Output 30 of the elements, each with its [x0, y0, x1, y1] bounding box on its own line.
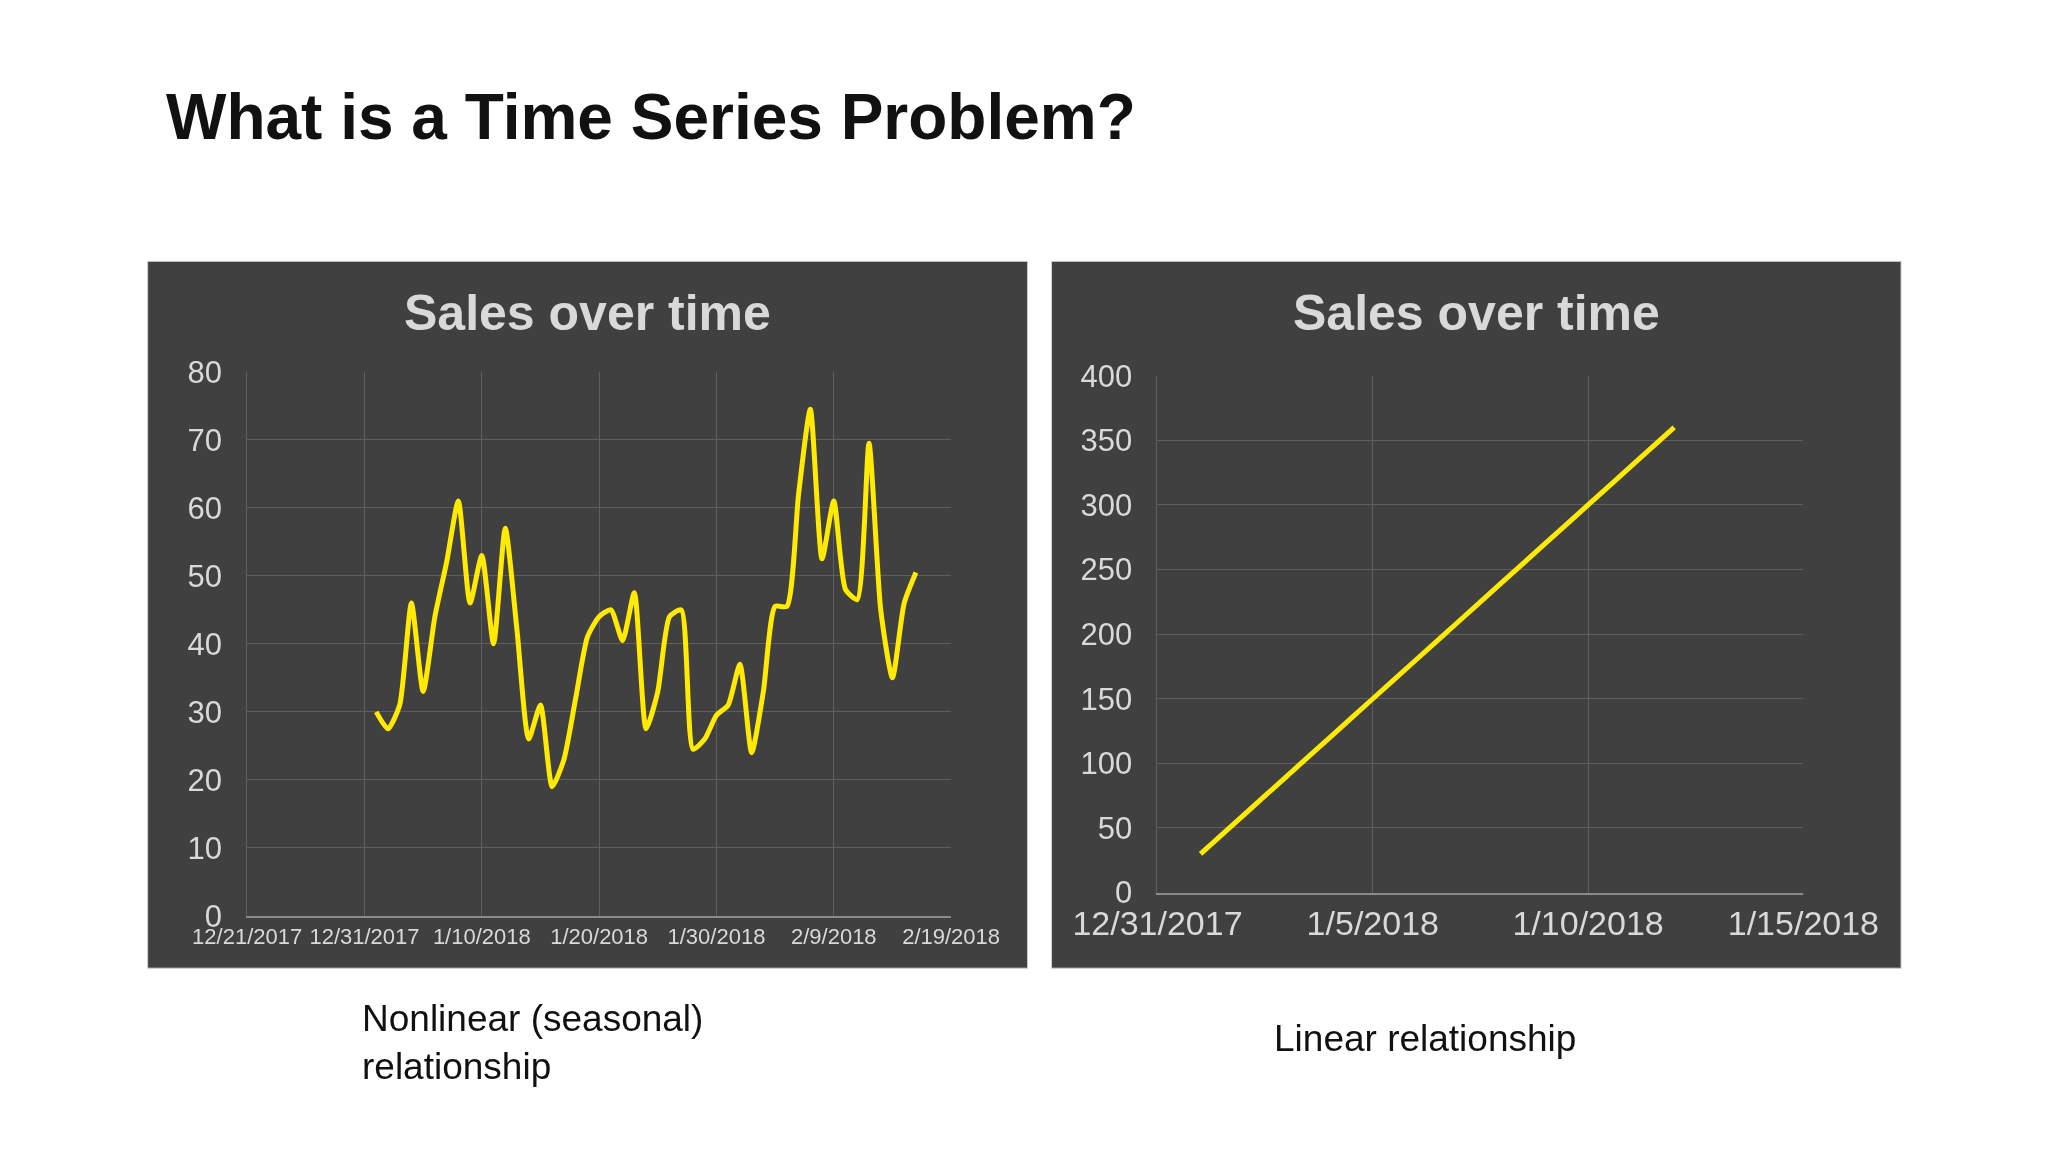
y-tick-label: 300 [1080, 487, 1133, 523]
y-tick-label: 350 [1080, 423, 1133, 459]
y-tick-label: 200 [1080, 617, 1133, 653]
y-tick-label: 30 [187, 694, 222, 730]
x-tick-label: 1/20/2018 [550, 924, 649, 950]
y-tick-label: 100 [1080, 746, 1133, 782]
x-tick-label: 1/30/2018 [667, 924, 766, 950]
y-tick-label: 10 [187, 830, 222, 866]
y-tick-label: 50 [1097, 810, 1133, 846]
chart-title: Sales over time [404, 285, 771, 341]
y-tick-label: 400 [1080, 358, 1133, 394]
text: Nonlinear (seasonal) relationship [362, 998, 704, 1088]
y-tick-label: 20 [187, 762, 222, 798]
x-tick-label: 12/31/2017 [309, 924, 420, 950]
y-tick-label: 50 [187, 558, 222, 594]
y-tick-label: 250 [1080, 552, 1133, 588]
chart-title: Sales over time [1293, 285, 1660, 341]
x-tick-label: 1/5/2018 [1306, 904, 1439, 943]
x-tick-label: 1/15/2018 [1727, 904, 1880, 943]
y-tick-label: 150 [1080, 681, 1133, 717]
text: What is a Time Series Problem? [166, 81, 1136, 153]
text: Linear relationship [1274, 1018, 1577, 1059]
x-tick-label: 2/19/2018 [902, 924, 1001, 950]
y-tick-label: 60 [187, 490, 222, 526]
y-tick-label: 40 [187, 626, 222, 662]
x-tick-label: 1/10/2018 [432, 924, 531, 950]
y-tick-label: 70 [187, 422, 222, 458]
x-tick-label: 1/10/2018 [1512, 904, 1664, 943]
x-tick-label: 2/9/2018 [790, 924, 877, 950]
y-tick-label: 80 [187, 354, 222, 390]
